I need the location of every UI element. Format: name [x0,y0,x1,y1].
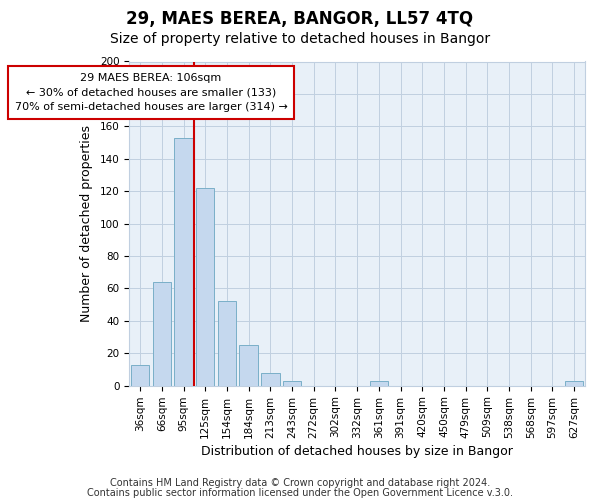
Text: Contains public sector information licensed under the Open Government Licence v.: Contains public sector information licen… [87,488,513,498]
Bar [565,381,583,386]
Bar [196,188,214,386]
Y-axis label: Number of detached properties: Number of detached properties [80,125,93,322]
Text: 29, MAES BEREA, BANGOR, LL57 4TQ: 29, MAES BEREA, BANGOR, LL57 4TQ [127,10,473,28]
Text: Size of property relative to detached houses in Bangor: Size of property relative to detached ho… [110,32,490,46]
Bar [370,381,388,386]
X-axis label: Distribution of detached houses by size in Bangor: Distribution of detached houses by size … [201,444,513,458]
Text: 29 MAES BEREA: 106sqm
← 30% of detached houses are smaller (133)
70% of semi-det: 29 MAES BEREA: 106sqm ← 30% of detached … [14,73,287,112]
Text: Contains HM Land Registry data © Crown copyright and database right 2024.: Contains HM Land Registry data © Crown c… [110,478,490,488]
Bar [261,372,280,386]
Bar [131,364,149,386]
Bar [152,282,171,386]
Bar [175,138,193,386]
Bar [283,381,301,386]
Bar [239,345,258,386]
Bar [218,302,236,386]
